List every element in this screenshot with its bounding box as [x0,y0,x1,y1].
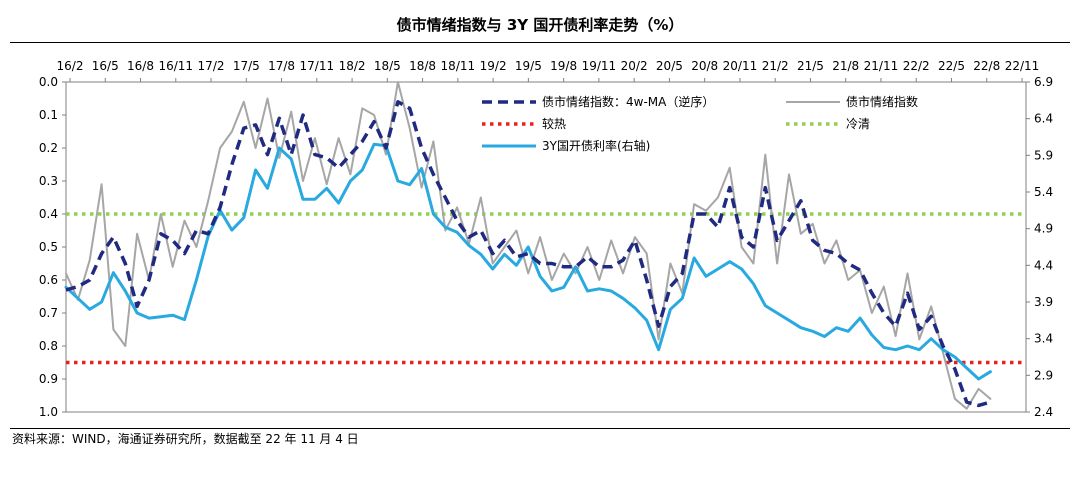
x-tick-label: 19/8 [550,59,577,73]
x-tick-label: 20/2 [621,59,648,73]
left-y-tick-label: 0.8 [39,339,58,353]
x-tick-label: 19/2 [480,59,507,73]
right-y-tick-label: 4.4 [1034,258,1053,272]
right-y-tick-label: 5.9 [1034,148,1053,162]
legend-item: 较热 [482,116,566,131]
x-tick-label: 21/11 [864,59,899,73]
x-tick-label: 19/5 [515,59,542,73]
yield-3y-line [64,142,992,381]
chart-plot: 16/2 16/5 16/8 16/11 17/2 17/5 17/8 17/11 18/2 18… [39,59,1053,419]
x-tick-label: 16/5 [92,59,119,73]
x-tick-label: 17/2 [198,59,225,73]
x-tick-label: 18/5 [374,59,401,73]
x-tick-label: 22/11 [1005,59,1040,73]
legend-label: 债市情绪指数 [846,94,918,109]
left-y-tick-label: 0.0 [39,75,58,89]
bottom-rule [10,428,1070,429]
left-y-tick-label: 0.3 [39,174,58,188]
x-tick-label: 16/2 [57,59,84,73]
legend-item: 冷清 [786,117,870,131]
x-tick-label: 20/11 [723,59,758,73]
legend-label: 较热 [542,116,566,131]
x-tick-label: 18/8 [409,59,436,73]
chart-title: 债市情绪指数与 3Y 国开债利率走势（%） [396,16,684,34]
right-y-tick-label: 5.4 [1034,185,1053,199]
x-tick-label: 17/5 [233,59,260,73]
x-tick-label: 16/8 [127,59,154,73]
reference-lines [66,212,1026,365]
x-tick-label: 18/2 [339,59,366,73]
x-tick-label: 21/8 [832,59,859,73]
right-y-tick-label: 6.9 [1034,75,1053,89]
x-tick-label: 20/5 [656,59,683,73]
right-y-tick-label: 3.9 [1034,295,1053,309]
left-y-axis-ticks: 0.0 0.1 0.2 0.3 0.4 0.5 0.6 0.7 0.8 0.9 1.0 [39,75,66,419]
right-y-tick-label: 6.4 [1034,112,1053,126]
left-y-tick-label: 0.6 [39,273,58,287]
x-tick-label: 22/2 [903,59,930,73]
left-y-tick-label: 0.2 [39,141,58,155]
right-y-tick-label: 4.9 [1034,222,1053,236]
x-tick-label: 20/8 [691,59,718,73]
sentiment-index-line [65,81,992,410]
right-y-tick-label: 3.4 [1034,332,1053,346]
left-y-tick-label: 1.0 [39,405,58,419]
x-tick-label: 18/11 [441,59,476,73]
legend-item: 债市情绪指数 [786,94,918,109]
right-y-axis-ticks: 6.9 6.4 5.9 5.4 4.9 4.4 3.9 3.4 2.9 2.4 [1026,75,1053,419]
title-rule [10,42,1070,43]
left-y-tick-label: 0.4 [39,207,58,221]
x-tick-label: 21/2 [762,59,789,73]
x-tick-label: 19/11 [582,59,617,73]
x-axis-ticks: 16/2 16/5 16/8 16/11 17/2 17/5 17/8 17/11 18/2 18… [57,59,1040,82]
legend-item: 债市情绪指数：4w-MA（逆序） [482,94,714,109]
legend-label: 债市情绪指数：4w-MA（逆序） [542,94,714,109]
sentiment-4w-ma-line [65,100,991,408]
legend-label: 3Y国开债利率(右轴) [542,138,650,153]
legend-item: 3Y国开债利率(右轴) [482,138,650,153]
source-note: 资料来源：WIND，海通证券研究所，数据截至 22 年 11 月 4 日 [12,432,359,446]
left-y-tick-label: 0.5 [39,240,58,254]
x-tick-label: 22/8 [973,59,1000,73]
left-y-tick-label: 0.1 [39,108,58,122]
legend-label: 冷清 [846,117,870,131]
x-tick-label: 22/5 [938,59,965,73]
left-y-tick-label: 0.9 [39,372,58,386]
right-y-tick-label: 2.4 [1034,405,1053,419]
x-tick-label: 17/8 [268,59,295,73]
left-y-tick-label: 0.7 [39,306,58,320]
series-layer [64,81,992,410]
x-tick-label: 21/5 [797,59,824,73]
x-tick-label: 17/11 [300,59,335,73]
x-tick-label: 16/11 [158,59,193,73]
right-y-tick-label: 2.9 [1034,368,1053,382]
